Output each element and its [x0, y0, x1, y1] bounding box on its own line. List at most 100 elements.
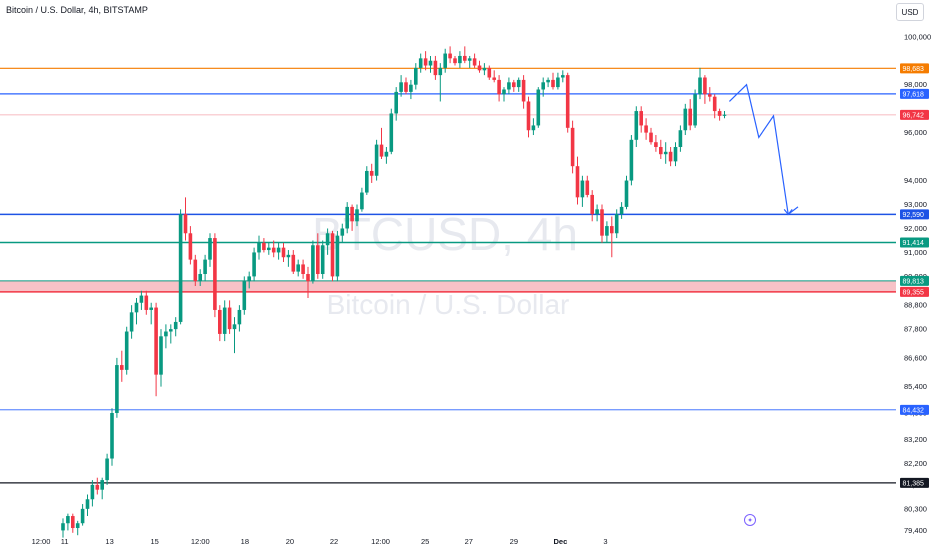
candle-body — [472, 58, 477, 66]
candle-body — [453, 58, 457, 64]
candle-body — [541, 82, 545, 90]
y-tick-label: 83,200 — [904, 435, 927, 444]
y-tick-label: 85,400 — [904, 382, 927, 391]
forecast-path — [728, 83, 799, 216]
candle-body — [703, 77, 707, 95]
y-tick-label: 88,800 — [904, 301, 927, 310]
x-tick-label: 20 — [286, 537, 294, 546]
x-tick-label: 18 — [241, 537, 249, 546]
timeline-event-icon[interactable]: ✦ — [744, 514, 756, 526]
candle-body — [85, 499, 90, 509]
candle-body — [369, 170, 374, 176]
candle-body — [159, 336, 163, 375]
candle-body — [320, 245, 325, 275]
price-tag — [900, 237, 929, 248]
candle-body — [423, 58, 428, 66]
forecast-line — [728, 83, 799, 216]
candle-body — [301, 264, 305, 275]
y-tick-label: 86,600 — [904, 353, 927, 362]
price-tag-label: 97,618 — [903, 91, 925, 98]
candle-body — [492, 77, 496, 80]
price-tag — [900, 209, 929, 220]
candle-body — [673, 147, 678, 162]
candle-body — [218, 309, 222, 334]
candle-body — [115, 365, 119, 413]
x-tick-label: 29 — [510, 537, 518, 546]
candle-body — [418, 58, 423, 68]
candle-body — [281, 247, 286, 258]
x-tick-label: 15 — [151, 537, 159, 546]
candle-body — [526, 101, 531, 131]
candle-body — [477, 65, 482, 71]
watermark: BTCUSD, 4h Bitcoin / U.S. Dollar — [312, 208, 578, 320]
candle-body — [276, 247, 281, 253]
candle-body — [659, 147, 663, 155]
candle-body — [154, 307, 158, 375]
candle-body — [389, 113, 394, 152]
candle-body — [649, 132, 653, 143]
x-tick-label: 12:00 — [371, 537, 390, 546]
candle-body — [325, 233, 330, 246]
candle-body — [213, 238, 217, 310]
y-tick-label: 96,000 — [904, 128, 927, 137]
candle-body — [575, 166, 580, 198]
candle-body — [565, 75, 570, 128]
price-tag-label: 81,385 — [903, 480, 925, 487]
candle-body — [271, 247, 276, 253]
candle-body — [619, 206, 624, 215]
candle-body — [100, 480, 104, 490]
candle-body — [291, 254, 296, 272]
candle-body — [129, 312, 134, 332]
candle-body — [330, 233, 335, 277]
candle-body — [678, 130, 683, 148]
candle-body — [551, 79, 555, 88]
candle-body — [688, 108, 692, 126]
candle-body — [164, 331, 168, 337]
candle-body — [237, 309, 242, 325]
candle-body — [443, 53, 447, 68]
candle-body — [556, 77, 560, 88]
candle-body — [467, 58, 472, 61]
price-tag — [900, 404, 929, 415]
candle-body — [668, 151, 673, 162]
price-tags: 98,683 97,618 96,742 92,590 91,414 89,813 89,3… — [900, 63, 929, 488]
x-tick-label: 22 — [330, 537, 338, 546]
x-tick-label: 11 — [61, 537, 69, 546]
candle-body — [169, 329, 173, 332]
candle-body — [183, 214, 188, 234]
currency-button[interactable]: USD — [896, 3, 924, 21]
candle-body — [178, 214, 183, 322]
candle-body — [717, 111, 722, 116]
watermark-name: Bitcoin / U.S. Dollar — [327, 289, 570, 320]
candle-body — [463, 55, 467, 61]
x-tick-label: Dec — [554, 537, 568, 546]
candle-body — [600, 209, 604, 236]
candle-body — [414, 67, 418, 85]
candle-body — [335, 235, 340, 277]
candle-body — [203, 259, 207, 275]
candle-body — [345, 206, 349, 229]
time-axis[interactable]: 12:00 11 13 15 12:00 18 20 22 12:00 25 27 29 Dec 3 — [32, 537, 608, 546]
price-tag-label: 89,813 — [903, 278, 925, 285]
candle-body — [355, 209, 359, 222]
candle-body — [379, 144, 384, 157]
price-tag-label: 92,590 — [903, 212, 925, 219]
y-tick-label: 87,800 — [904, 325, 927, 334]
candle-body — [394, 91, 398, 114]
candle-body — [570, 127, 575, 167]
candle-body — [512, 82, 516, 88]
y-tick-label: 79,400 — [904, 526, 927, 535]
price-tag — [900, 63, 929, 74]
candle-body — [311, 245, 315, 282]
svg-text:✦: ✦ — [747, 517, 753, 525]
candle-body — [487, 67, 492, 78]
price-tag — [900, 286, 929, 297]
candle-body — [384, 151, 389, 157]
candle-body — [448, 53, 452, 59]
candle-body — [374, 144, 379, 176]
price-tag — [900, 477, 929, 488]
x-tick-label: 12:00 — [32, 537, 51, 546]
candle-body — [521, 79, 526, 102]
